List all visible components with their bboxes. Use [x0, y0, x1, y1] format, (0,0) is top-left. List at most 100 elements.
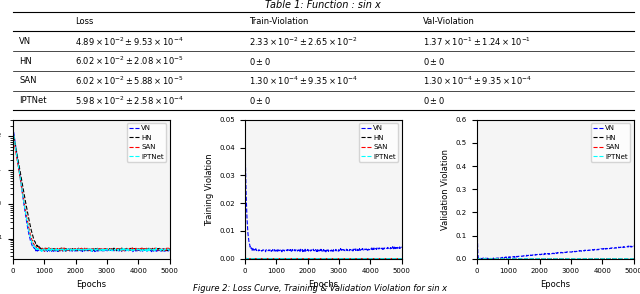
HN [548, 257, 556, 260]
HN [317, 257, 324, 260]
VN [102, 248, 110, 252]
X-axis label: Epochs: Epochs [308, 280, 339, 289]
Text: Figure 2: Loss Curve, Training & Validation Violation for sin x: Figure 2: Loss Curve, Training & Validat… [193, 283, 447, 293]
Line: SAN: SAN [245, 256, 401, 259]
HN [627, 257, 634, 260]
Text: SAN: SAN [19, 76, 36, 85]
HN [397, 257, 405, 260]
VN [163, 248, 170, 251]
HN [535, 257, 543, 260]
VN [83, 248, 91, 252]
HN [326, 257, 334, 260]
VN [602, 247, 609, 251]
IPTNet [370, 257, 378, 260]
Text: $1.30 \times 10^{-4} \pm 9.35 \times 10^{-4}$: $1.30 \times 10^{-4} \pm 9.35 \times 10^… [249, 75, 358, 87]
HN [548, 257, 556, 260]
IPTNet [567, 257, 575, 260]
Text: $1.37 \times 10^{-1} \pm 1.24 \times 10^{-1}$: $1.37 \times 10^{-1} \pm 1.24 \times 10^… [422, 35, 531, 48]
VN [566, 250, 574, 254]
VN [548, 252, 556, 255]
VN [630, 244, 637, 248]
Text: $0 \pm 0$: $0 \pm 0$ [249, 56, 271, 66]
HN [55, 249, 63, 253]
Text: $6.02 \times 10^{-2} \pm 5.88 \times 10^{-5}$: $6.02 \times 10^{-2} \pm 5.88 \times 10^… [75, 75, 183, 87]
VN [92, 251, 99, 254]
VN [394, 246, 402, 250]
SAN [394, 257, 402, 260]
VN [241, 118, 249, 122]
IPTNet [94, 248, 102, 251]
SAN [473, 257, 481, 260]
Legend: VN, HN, SAN, IPTNet: VN, HN, SAN, IPTNet [591, 123, 630, 162]
SAN [102, 248, 110, 251]
HN [627, 257, 634, 260]
IPTNet [138, 248, 145, 251]
HN [370, 257, 378, 260]
SAN [244, 257, 252, 260]
IPTNet [383, 257, 391, 260]
IPTNet [558, 257, 566, 260]
VN [627, 244, 634, 248]
HN [365, 257, 372, 260]
IPTNet [241, 257, 249, 260]
IPTNet [547, 257, 555, 260]
VN [558, 251, 566, 254]
SAN [548, 257, 556, 260]
HN [602, 257, 609, 260]
Line: VN: VN [477, 120, 634, 259]
Legend: VN, HN, SAN, IPTNet: VN, HN, SAN, IPTNet [127, 123, 166, 162]
IPTNet [166, 248, 173, 252]
Text: $6.02 \times 10^{-2} \pm 2.08 \times 10^{-5}$: $6.02 \times 10^{-2} \pm 2.08 \times 10^… [75, 55, 184, 67]
VN [84, 249, 92, 253]
HN [630, 257, 637, 260]
SAN [94, 247, 102, 251]
VN [335, 248, 342, 252]
IPTNet [84, 248, 92, 252]
Text: $4.89 \times 10^{-2} \pm 9.53 \times 10^{-4}$: $4.89 \times 10^{-2} \pm 9.53 \times 10^… [75, 35, 184, 48]
IPTNet [473, 257, 481, 260]
VN [322, 250, 330, 254]
Line: VN: VN [13, 126, 170, 253]
IPTNet [549, 257, 557, 260]
SAN [9, 132, 17, 136]
HN [84, 247, 92, 250]
VN [326, 249, 334, 253]
VN [370, 247, 378, 250]
Text: Train-Violation: Train-Violation [249, 17, 308, 26]
VN [316, 249, 323, 253]
IPTNet [630, 257, 637, 260]
Line: VN: VN [245, 120, 401, 252]
IPTNet [102, 248, 110, 252]
HN [558, 257, 566, 260]
Text: HN: HN [19, 56, 32, 66]
VN [166, 249, 173, 253]
HN [566, 257, 574, 260]
Text: Loss: Loss [75, 17, 93, 26]
VN [9, 124, 17, 128]
SAN [558, 257, 566, 260]
IPTNet [316, 257, 323, 260]
Line: HN: HN [13, 131, 170, 251]
SAN [548, 257, 556, 260]
HN [138, 248, 145, 251]
HN [241, 257, 249, 260]
SAN [335, 257, 342, 260]
IPTNet [157, 250, 164, 253]
IPTNet [326, 257, 333, 260]
SAN [166, 247, 173, 251]
IPTNet [338, 257, 346, 260]
SAN [316, 257, 323, 260]
SAN [241, 254, 249, 258]
IPTNet [627, 257, 634, 260]
Legend: VN, HN, SAN, IPTNet: VN, HN, SAN, IPTNet [359, 123, 398, 162]
Text: $0 \pm 0$: $0 \pm 0$ [422, 56, 445, 66]
SAN [317, 257, 324, 260]
SAN [84, 248, 92, 251]
SAN [41, 249, 49, 253]
HN [9, 129, 17, 132]
IPTNet [548, 257, 556, 260]
IPTNet [602, 257, 610, 260]
SAN [84, 247, 92, 251]
IPTNet [163, 248, 170, 252]
HN [473, 257, 481, 260]
